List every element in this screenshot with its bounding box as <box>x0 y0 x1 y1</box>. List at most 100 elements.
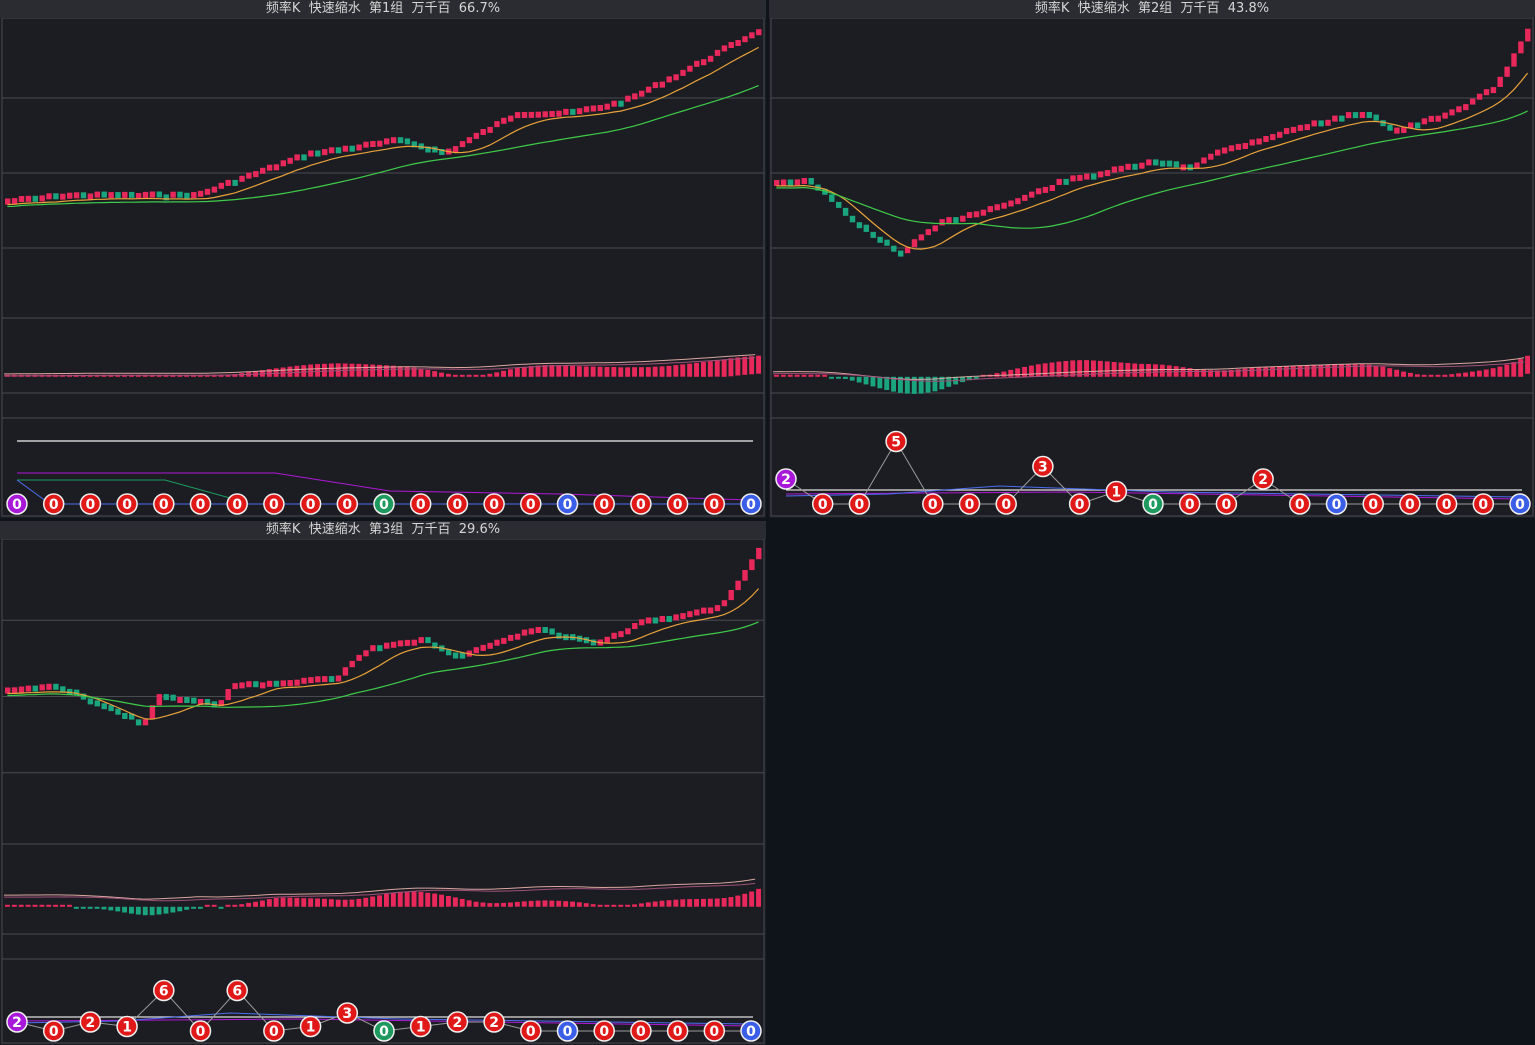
macd-bar <box>680 899 686 907</box>
candle <box>1373 114 1379 121</box>
count-badge: 0 <box>42 1020 65 1042</box>
badge-value: 3 <box>1038 460 1048 476</box>
candle <box>1235 143 1242 150</box>
count-badge: 0 <box>299 493 322 515</box>
candle <box>466 137 473 144</box>
badge-value: 6 <box>159 984 169 1000</box>
candle <box>1091 173 1097 180</box>
count-badge: 2 <box>6 1011 28 1033</box>
candle <box>749 559 755 571</box>
macd-bar <box>666 365 672 377</box>
count-badge: 1 <box>409 1015 432 1038</box>
chart-panel-group-2[interactable]: 频率K 快速缩水 第2组 万千百 43.8% 2 0 0 5 0 0 0 3 0 1 0 0 0 2 0 0 0… <box>769 0 1535 518</box>
macd-bar <box>135 374 141 377</box>
count-badge: 0 <box>740 1020 762 1042</box>
macd-bar <box>756 888 761 907</box>
panel-chart[interactable]: 2 0 2 1 6 0 6 0 1 3 0 1 2 2 0 0 0 0 0 0 0 <box>0 539 766 1045</box>
badge-value: 3 <box>342 1006 352 1022</box>
macd-bar <box>618 904 624 907</box>
candle <box>987 206 993 213</box>
macd-bar <box>756 355 761 374</box>
macd-bar <box>1387 368 1393 377</box>
macd-bar <box>94 906 100 909</box>
macd-bar <box>1277 366 1282 377</box>
ma-slow-line <box>7 85 759 208</box>
macd-bar <box>446 896 451 907</box>
count-badge: 0 <box>666 493 689 515</box>
candle <box>308 150 314 157</box>
candle <box>1325 119 1331 126</box>
candle <box>742 36 748 43</box>
macd-bar <box>397 366 403 377</box>
macd-bar <box>1208 370 1213 377</box>
count-badge: 0 <box>995 493 1017 515</box>
macd-bar <box>1511 362 1517 377</box>
count-badge: 0 <box>42 493 65 515</box>
candle <box>253 681 259 688</box>
candle <box>191 192 197 198</box>
candle <box>1449 109 1455 116</box>
candle <box>535 627 541 633</box>
panel-chart[interactable]: 2 0 0 5 0 0 0 3 0 1 0 0 0 2 0 0 0 0 0 0 0 <box>769 18 1535 518</box>
candle <box>680 613 686 620</box>
macd-bar <box>597 904 603 907</box>
badge-value: 0 <box>855 497 865 513</box>
badge-value: 0 <box>673 1024 683 1040</box>
candle <box>721 600 728 607</box>
count-badge: 0 <box>811 493 834 515</box>
macd-bar <box>177 374 183 377</box>
candle <box>101 191 107 198</box>
macd-bar <box>260 900 265 907</box>
candle <box>714 605 721 612</box>
macd-bar <box>287 366 293 377</box>
candle <box>273 680 280 687</box>
candle <box>232 179 238 186</box>
candle <box>1187 164 1193 171</box>
macd-bar <box>508 902 513 907</box>
badge-circle <box>263 493 285 515</box>
candle <box>473 132 479 139</box>
candle <box>1049 185 1055 191</box>
badge-value: 0 <box>12 497 22 513</box>
candle <box>687 65 693 72</box>
badge-circle <box>6 1011 28 1033</box>
candle <box>129 713 135 720</box>
count-badge: 0 <box>922 493 944 515</box>
candle <box>1345 112 1352 119</box>
candle <box>735 580 741 591</box>
candle <box>1442 112 1448 119</box>
candle <box>411 639 417 646</box>
macd-bar <box>714 360 720 377</box>
macd-bar <box>418 368 424 377</box>
macd-bar <box>521 901 527 907</box>
chart-panel-group-3[interactable]: 频率K 快速缩水 第3组 万千百 29.6% 2 0 2 1 6 0 6 0 1 3 0 1 2 2 0 0 0… <box>0 521 766 1045</box>
macd-bar <box>53 904 59 907</box>
candle <box>108 192 114 199</box>
candle <box>1366 112 1372 118</box>
macd-bar <box>87 906 93 909</box>
macd-bar <box>735 357 741 376</box>
count-badge: 0 <box>703 493 726 515</box>
count-badge: 0 <box>79 493 102 515</box>
macd-bar <box>728 897 734 907</box>
badge-value: 0 <box>1478 497 1488 513</box>
macd-bar <box>1215 370 1220 377</box>
candle <box>1029 191 1035 198</box>
candle <box>135 719 142 726</box>
candle <box>349 145 355 152</box>
macd-bar <box>494 903 500 907</box>
macd-bar <box>687 363 693 377</box>
candle <box>260 167 266 174</box>
macd-bar <box>377 895 382 907</box>
macd-bar <box>508 369 513 377</box>
macd-bar <box>370 896 376 907</box>
badge-circle <box>666 493 689 515</box>
candle <box>1483 89 1490 96</box>
count-badge: 0 <box>740 493 762 515</box>
badge-value: 0 <box>196 497 206 513</box>
panel-chart[interactable]: 0 0 0 0 0 0 0 0 0 0 0 0 0 0 0 0 0 0 0 0 0 <box>0 18 766 518</box>
macd-bar <box>549 365 555 377</box>
macd-bar <box>1235 369 1241 377</box>
macd-bar <box>849 376 855 381</box>
